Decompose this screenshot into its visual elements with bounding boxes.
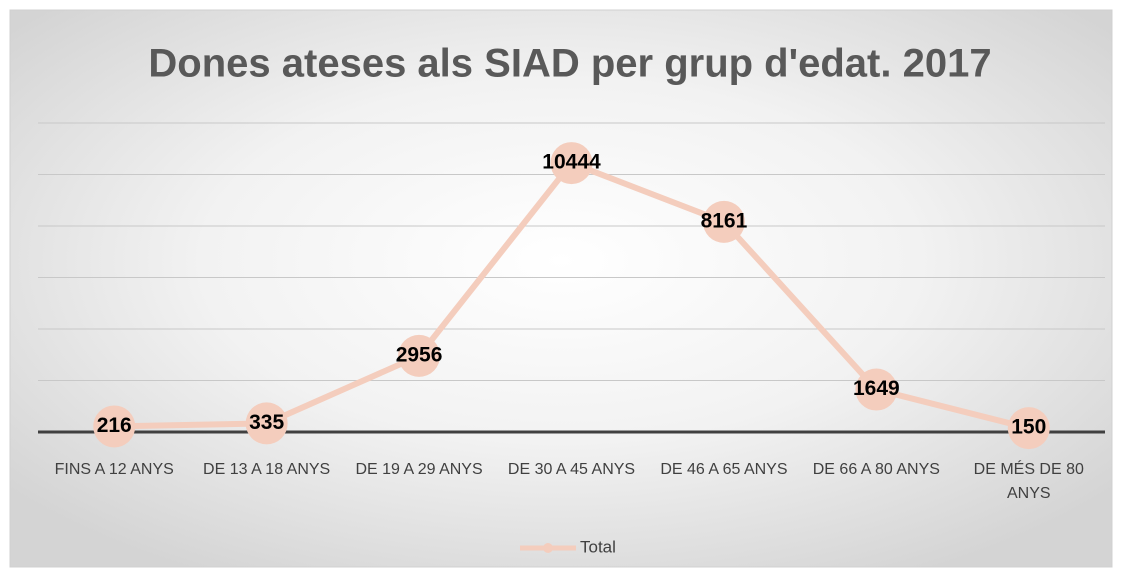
data-label: 216 [97, 414, 132, 437]
data-label: 10444 [542, 151, 601, 174]
data-label: 335 [249, 411, 284, 434]
point-marker [1007, 407, 1050, 450]
x-tick-label: DE 46 A 65 ANYS [660, 461, 788, 478]
data-label: 1649 [853, 377, 900, 400]
data-label: 8161 [701, 209, 748, 232]
point-marker [93, 405, 136, 448]
point-marker [855, 368, 898, 411]
chart-title: Dones ateses als SIAD per grup d'edat. 2… [148, 42, 991, 86]
x-tick-label: DE MÉS DE 80 ANYS [973, 461, 1084, 502]
x-tick-label: DE 66 A 80 ANYS [812, 461, 940, 478]
legend-marker [543, 543, 553, 553]
legend-label: Total [580, 537, 616, 556]
point-marker [245, 402, 288, 445]
chart-background [9, 9, 1113, 568]
x-tick-label: FINS A 12 ANYS [54, 461, 174, 478]
x-tick-label: DE 30 A 45 ANYS [507, 461, 636, 478]
data-label: 150 [1011, 416, 1046, 439]
point-marker [702, 200, 745, 243]
data-label: 2956 [396, 343, 443, 366]
point-marker [398, 334, 441, 377]
x-tick-label: DE 19 A 29 ANYS [355, 461, 483, 478]
x-tick-label: DE 13 A 18 ANYS [203, 461, 331, 478]
point-marker [550, 142, 593, 185]
